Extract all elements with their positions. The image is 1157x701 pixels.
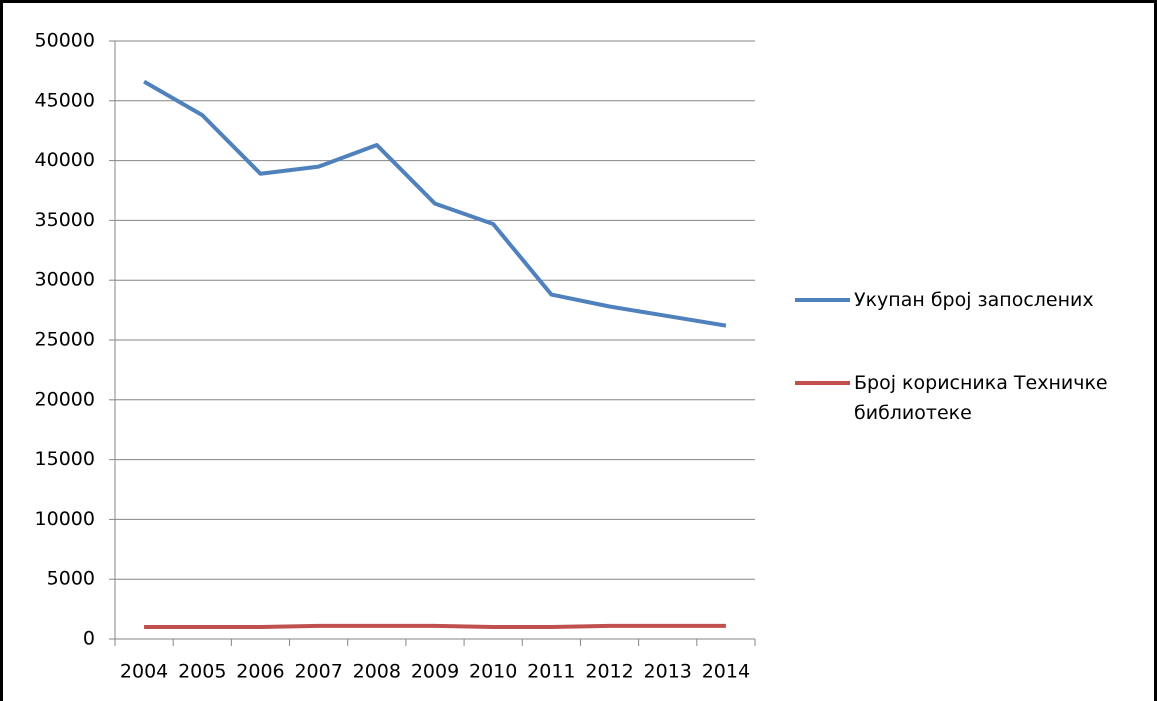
series-line <box>144 623 726 630</box>
y-tick-label: 0 <box>83 628 95 650</box>
y-tick-label: 20000 <box>35 388 95 410</box>
y-tick-label: 40000 <box>35 149 95 171</box>
x-tick-label: 2007 <box>294 661 342 683</box>
y-tick-label: 35000 <box>35 209 95 231</box>
y-tick-label: 5000 <box>47 568 95 590</box>
y-tick-label: 45000 <box>35 89 95 111</box>
x-tick-label: 2009 <box>411 661 459 683</box>
y-tick-label: 10000 <box>35 508 95 530</box>
y-tick-label: 50000 <box>35 30 95 52</box>
legend-label: Број корисника Техничке библиотеке <box>854 372 1108 424</box>
y-tick-label: 30000 <box>35 269 95 291</box>
x-tick-label: 2005 <box>178 661 226 683</box>
x-tick-label: 2010 <box>469 661 517 683</box>
y-tick-label: 25000 <box>35 329 95 351</box>
x-tick-label: 2014 <box>702 661 750 683</box>
x-tick-label: 2004 <box>120 661 168 683</box>
x-tick-label: 2013 <box>644 661 692 683</box>
x-tick-label: 2011 <box>527 661 575 683</box>
x-tick-label: 2008 <box>353 661 401 683</box>
x-tick-label: 2006 <box>236 661 284 683</box>
series-line <box>143 79 727 328</box>
legend-label: Укупан број запослених <box>854 289 1094 311</box>
y-tick-label: 15000 <box>35 448 95 470</box>
x-tick-label: 2012 <box>585 661 633 683</box>
